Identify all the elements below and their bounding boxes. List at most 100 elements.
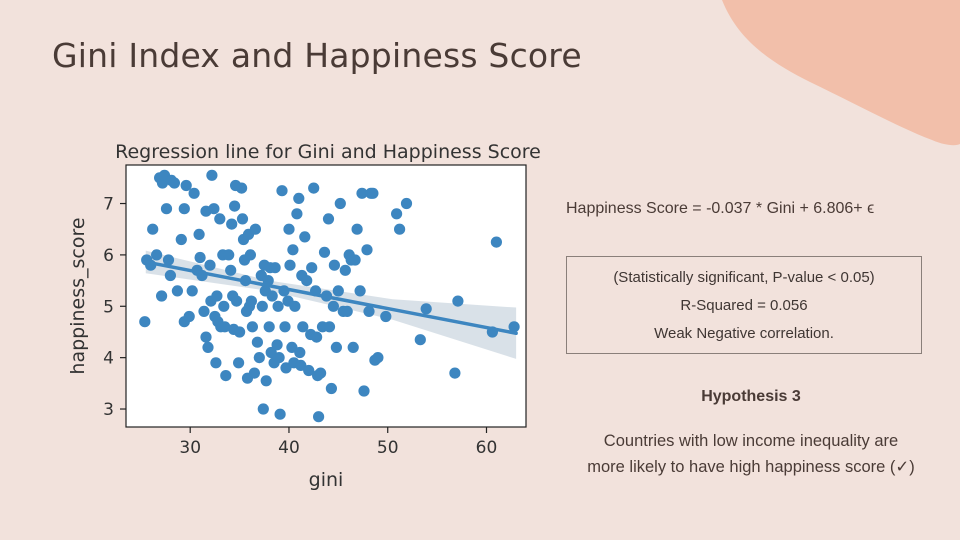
scatter-point bbox=[193, 228, 205, 240]
scatter-point bbox=[202, 341, 214, 353]
x-axis-ticks: 30 40 50 60 bbox=[179, 427, 497, 458]
scatter-point bbox=[293, 192, 305, 204]
scatter-point bbox=[246, 321, 258, 333]
scatter-point bbox=[351, 223, 363, 235]
scatter-point bbox=[188, 187, 200, 199]
y-tick-label: 6 bbox=[103, 246, 114, 266]
scatter-point bbox=[211, 290, 223, 302]
scatter-point bbox=[334, 197, 346, 210]
results-box: (Statistically significant, P-value < 0.… bbox=[566, 256, 922, 354]
y-tick-label: 7 bbox=[103, 195, 114, 215]
scatter-point bbox=[220, 370, 232, 382]
scatter-point bbox=[225, 264, 237, 276]
scatter-point bbox=[508, 321, 520, 333]
correlation-text: Weak Negative correlation. bbox=[654, 324, 834, 342]
scatter-point bbox=[363, 305, 375, 317]
scatter-point bbox=[289, 300, 301, 312]
scatter-point bbox=[358, 385, 370, 397]
scatter-point bbox=[248, 367, 260, 379]
scatter-point bbox=[260, 375, 272, 387]
scatter-point bbox=[204, 259, 216, 271]
scatter-point bbox=[301, 275, 313, 287]
x-tick-label: 40 bbox=[278, 438, 300, 458]
scatter-point bbox=[168, 177, 180, 189]
regression-chart: Regression line for Gini and Happiness S… bbox=[67, 141, 541, 491]
y-tick-label: 4 bbox=[103, 349, 114, 369]
scatter-point bbox=[303, 364, 315, 377]
scatter-point bbox=[297, 321, 309, 333]
regression-equation: Happiness Score = -0.037 * Gini + 6.806+… bbox=[566, 200, 875, 217]
scatter-point bbox=[313, 411, 325, 423]
scatter-point bbox=[367, 187, 379, 199]
scatter-point bbox=[330, 341, 342, 353]
regression-line-layer bbox=[144, 260, 518, 335]
scatter-point bbox=[372, 352, 384, 364]
chart-title: Regression line for Gini and Happiness S… bbox=[115, 141, 541, 163]
hypothesis-line-2: more likely to have high happiness score… bbox=[587, 458, 915, 476]
scatter-point bbox=[322, 213, 335, 225]
scatter-point bbox=[266, 290, 278, 302]
hypothesis-line-1: Countries with low income inequality are bbox=[603, 432, 899, 450]
scatter-point bbox=[160, 203, 173, 215]
scatter-point bbox=[208, 203, 220, 215]
blob-shape bbox=[722, 0, 960, 146]
scatter-point bbox=[229, 200, 241, 212]
scatter-point bbox=[251, 336, 263, 348]
scatter-point bbox=[231, 295, 243, 307]
scatter-point bbox=[249, 223, 261, 235]
scatter-point bbox=[226, 218, 238, 230]
scatter-point bbox=[271, 339, 283, 351]
scatter-point bbox=[356, 187, 368, 199]
scatter-point bbox=[279, 321, 291, 333]
hypothesis-text: Countries with low income inequality are… bbox=[556, 428, 946, 480]
x-tick-label: 60 bbox=[476, 438, 498, 458]
scatter-point bbox=[380, 310, 392, 323]
scatter-point bbox=[315, 367, 327, 379]
scatter-point bbox=[272, 300, 284, 312]
scatter-point bbox=[349, 254, 361, 266]
scatter-point bbox=[156, 290, 168, 302]
scatter-point bbox=[186, 285, 198, 297]
y-axis-label: happiness_score bbox=[67, 217, 89, 374]
regression-line bbox=[144, 260, 518, 335]
scatter-point bbox=[223, 249, 235, 261]
scatter-point bbox=[276, 185, 288, 197]
scatter-point bbox=[206, 169, 218, 181]
scatter-point bbox=[236, 182, 248, 194]
scatter-point bbox=[257, 403, 269, 415]
scatter-point bbox=[318, 246, 331, 258]
scatter-point bbox=[233, 357, 245, 369]
scatter-point bbox=[341, 305, 353, 317]
scatter-point bbox=[164, 269, 176, 282]
scatter-point bbox=[332, 285, 344, 297]
scatter-point bbox=[162, 254, 175, 266]
scatter-point bbox=[200, 331, 212, 343]
scatter-point bbox=[151, 249, 163, 261]
scatter-point bbox=[287, 244, 299, 256]
scatter-point bbox=[490, 236, 502, 248]
scatter-point bbox=[327, 300, 339, 312]
scatter-point bbox=[339, 264, 351, 276]
scatter-point bbox=[236, 213, 249, 225]
scatter-point bbox=[354, 285, 366, 297]
scatter-points bbox=[139, 169, 520, 423]
scatter-point bbox=[274, 408, 286, 420]
scatter-point bbox=[328, 259, 340, 271]
scatter-point bbox=[291, 208, 303, 220]
scatter-point bbox=[175, 233, 187, 246]
scatter-point bbox=[394, 223, 406, 235]
scatter-point bbox=[234, 326, 246, 338]
scatter-point bbox=[452, 295, 464, 307]
scatter-point bbox=[218, 300, 230, 312]
scatter-point bbox=[139, 316, 151, 328]
y-axis-ticks: 3 4 5 6 7 bbox=[103, 195, 126, 420]
scatter-point bbox=[183, 310, 195, 323]
scatter-point bbox=[283, 223, 295, 235]
scatter-point bbox=[210, 357, 222, 369]
scatter-point bbox=[178, 203, 190, 215]
scatter-point bbox=[198, 305, 210, 317]
scatter-point bbox=[391, 208, 403, 220]
scatter-point bbox=[449, 367, 461, 379]
x-axis-label: gini bbox=[309, 469, 344, 491]
scatter-point bbox=[256, 300, 268, 312]
